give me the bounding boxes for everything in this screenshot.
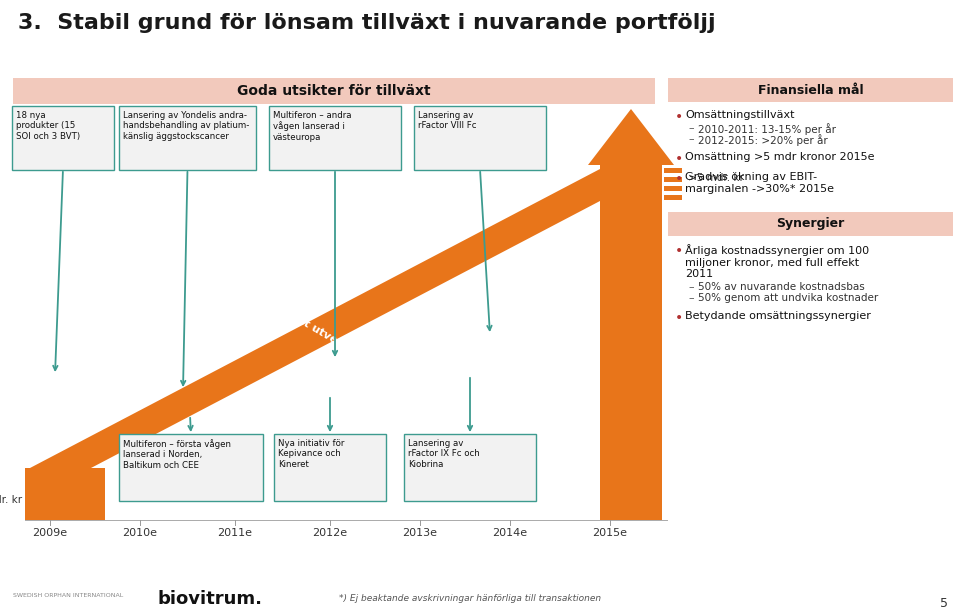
FancyBboxPatch shape (12, 106, 114, 170)
Text: –: – (688, 134, 694, 144)
Text: Omsättning >5 mdr kronor 2015e: Omsättning >5 mdr kronor 2015e (685, 152, 875, 162)
Bar (664, 195, 682, 200)
Text: 50% genom att undvika kostnader: 50% genom att undvika kostnader (698, 293, 878, 303)
FancyBboxPatch shape (119, 434, 263, 501)
Bar (664, 186, 682, 191)
Text: 2011e: 2011e (218, 528, 252, 538)
Bar (664, 177, 682, 182)
Text: Synergier: Synergier (777, 217, 845, 230)
Text: –: – (688, 293, 694, 303)
Text: 18 nya
produkter (15
SOI och 3 BVT): 18 nya produkter (15 SOI och 3 BVT) (16, 111, 80, 141)
Text: Multiferon – första vågen
lanserad i Norden,
Baltikum och CEE: Multiferon – första vågen lanserad i Nor… (123, 439, 231, 470)
Text: Årliga kostnadssynergier om 100
miljoner kronor, med full effekt
2011: Årliga kostnadssynergier om 100 miljoner… (685, 244, 869, 279)
Text: •: • (675, 152, 684, 166)
Text: Multiferon – andra
vågen lanserad i
västeuropa: Multiferon – andra vågen lanserad i väst… (273, 111, 351, 142)
Bar (668, 78, 953, 102)
Text: *) Ej beaktande avskrivningar hänförliga till transaktionen: *) Ej beaktande avskrivningar hänförliga… (339, 594, 601, 603)
FancyBboxPatch shape (414, 106, 546, 170)
Text: Lansering av
rFactor VIII Fc: Lansering av rFactor VIII Fc (418, 111, 476, 130)
Text: •: • (675, 172, 684, 186)
Text: •: • (675, 110, 684, 124)
FancyBboxPatch shape (274, 434, 386, 501)
Text: 2 mdr. kr: 2 mdr. kr (0, 495, 22, 505)
Bar (13, 78, 655, 104)
Text: Betydande omsättningssynergier: Betydande omsättningssynergier (685, 311, 871, 321)
Bar (664, 168, 682, 173)
Polygon shape (588, 109, 674, 165)
Bar (600, 165, 662, 520)
Text: Omsättningstillväxt: Omsättningstillväxt (685, 110, 795, 120)
Text: –: – (688, 282, 694, 292)
Text: 2014e: 2014e (492, 528, 528, 538)
Text: SWEDISH ORPHAN INTERNATIONAL: SWEDISH ORPHAN INTERNATIONAL (12, 593, 123, 598)
Text: 5: 5 (940, 597, 948, 610)
FancyBboxPatch shape (119, 106, 256, 170)
Text: biovitrum.: biovitrum. (157, 590, 262, 608)
Text: 2012-2015: >20% per år: 2012-2015: >20% per år (698, 134, 828, 146)
FancyBboxPatch shape (404, 434, 536, 501)
Text: •: • (675, 311, 684, 325)
Text: 50% av nuvarande kostnadsbas: 50% av nuvarande kostnadsbas (698, 282, 865, 292)
Text: 2015e: 2015e (592, 528, 628, 538)
Text: Finansiella mål: Finansiella mål (757, 84, 863, 96)
Text: –: – (688, 123, 694, 133)
Text: 2010e: 2010e (123, 528, 157, 538)
Text: Nya initiativ för
Kepivance och
Kineret: Nya initiativ för Kepivance och Kineret (278, 439, 345, 469)
FancyBboxPatch shape (269, 106, 401, 170)
Text: 2010-2011: 13-15% per år: 2010-2011: 13-15% per år (698, 123, 836, 135)
Text: Ytterligare potential till fortsatt utveckling under 2010-2015: Ytterligare potential till fortsatt utve… (134, 219, 466, 421)
Text: Lansering av
rFactor IX Fc och
Kiobrina: Lansering av rFactor IX Fc och Kiobrina (408, 439, 480, 469)
Text: 2013e: 2013e (402, 528, 438, 538)
Text: Lansering av Yondelis andra-
handsbehandling av platium-
känslig äggstockscancer: Lansering av Yondelis andra- handsbehand… (123, 111, 250, 141)
Text: •: • (675, 244, 684, 258)
Bar (25, 468, 105, 520)
Text: 2009e: 2009e (33, 528, 67, 538)
Text: Gradvis ökning av EBIT-
marginalen ->30%* 2015e: Gradvis ökning av EBIT- marginalen ->30%… (685, 172, 834, 193)
Text: Goda utsikter för tillväxt: Goda utsikter för tillväxt (237, 84, 431, 98)
Bar (668, 212, 953, 236)
Text: 2012e: 2012e (312, 528, 348, 538)
Polygon shape (30, 148, 640, 500)
Text: 3.  Stabil grund för lönsam tillväxt i nuvarande portföljj: 3. Stabil grund för lönsam tillväxt i nu… (18, 13, 715, 33)
Text: >5 mdr. kr: >5 mdr. kr (688, 173, 744, 183)
